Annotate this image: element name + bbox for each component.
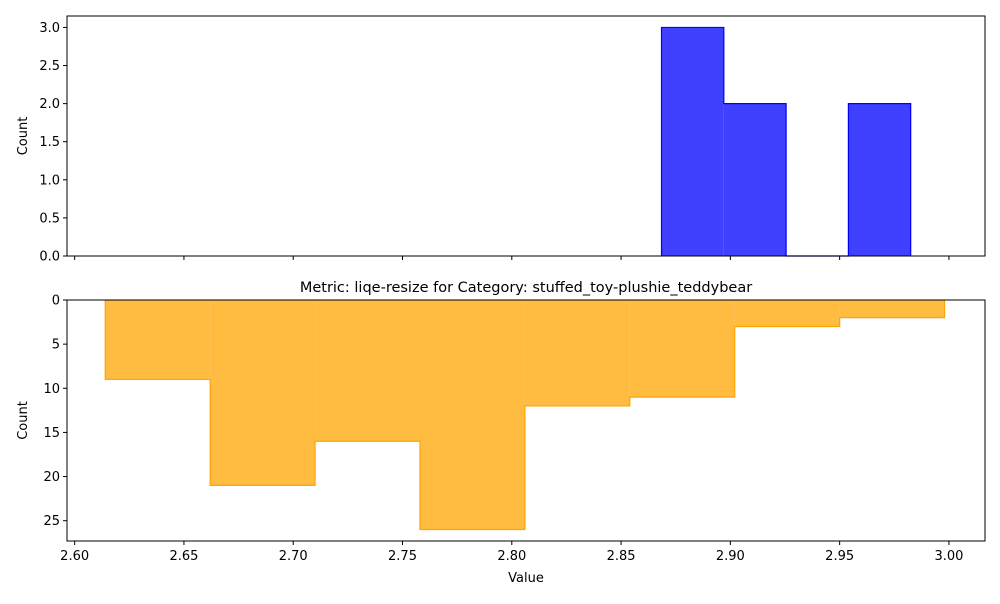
y-tick-label: 25: [43, 514, 60, 529]
bottom-histogram-panel: 0 5 10 15 20 25 2.60 2.65 2.70 2.75 2.80 2.85 2.90 2.…: [16, 280, 986, 586]
histogram-bar: [210, 300, 316, 486]
y-tick-label: 2.0: [39, 97, 60, 112]
y-tick-label: 1.5: [39, 135, 60, 150]
y-tick-label: 3.0: [39, 21, 60, 36]
y-tick-label: 0.0: [39, 250, 60, 265]
y-tick-label: 5: [52, 338, 60, 353]
y-tick-label: 0: [52, 294, 60, 309]
histogram-bar: [848, 103, 911, 256]
x-tick-label: 2.85: [607, 549, 636, 564]
y-tick-label: 1.0: [39, 173, 60, 188]
x-tick-label: 2.80: [497, 549, 526, 564]
x-tick-label: 2.70: [279, 549, 308, 564]
top-histogram-panel: 0.0 0.5 1.0 1.5 2.0 2.5 3.0 Count: [16, 15, 986, 265]
histogram-bar: [315, 300, 420, 442]
x-tick-label: 2.60: [60, 549, 89, 564]
y-tick-label: 2.5: [39, 59, 60, 74]
x-tick-label: 2.95: [825, 549, 854, 564]
histogram-bar: [629, 300, 735, 398]
histogram-bar: [524, 300, 630, 406]
axes-frame: [66, 299, 986, 542]
histogram-bar: [661, 27, 724, 256]
histogram-outline: [660, 26, 912, 257]
y-tick-label: 10: [43, 382, 60, 397]
histogram-bar: [419, 300, 525, 530]
axes-frame: [66, 15, 986, 257]
chart-title: Metric: liqe-resize for Category: stuffe…: [300, 280, 752, 296]
histogram-bar: [734, 300, 840, 327]
histogram-bar: [105, 300, 211, 380]
x-tick-label: 2.90: [716, 549, 745, 564]
histogram-bar: [839, 300, 945, 318]
histogram-bar: [723, 103, 787, 256]
y-tick-label: 20: [43, 470, 60, 485]
y-axis-label: Count: [16, 401, 31, 440]
x-tick-label: 3.00: [934, 549, 963, 564]
x-tick-label: 2.65: [169, 549, 198, 564]
y-tick-label: 0.5: [39, 211, 60, 226]
histogram-outline: [104, 300, 946, 531]
x-tick-label: 2.75: [388, 549, 417, 564]
y-axis-label: Count: [16, 117, 31, 156]
x-axis-label: Value: [508, 571, 544, 586]
y-tick-label: 15: [43, 426, 60, 441]
